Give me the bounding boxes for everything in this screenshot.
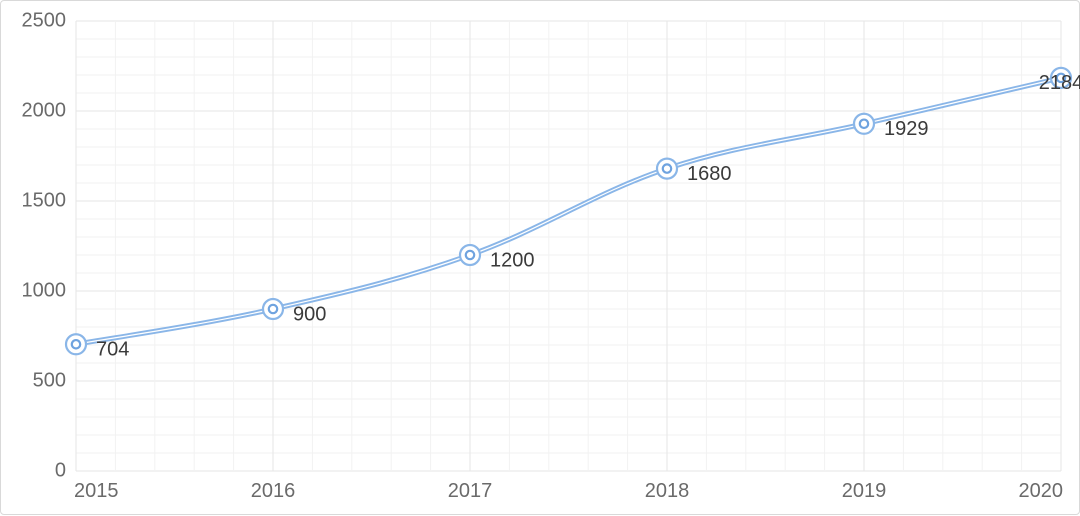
data-label: 1200 bbox=[490, 249, 535, 271]
y-tick-label: 0 bbox=[55, 459, 66, 481]
data-label: 1680 bbox=[687, 163, 732, 185]
data-label: 2184 bbox=[1039, 72, 1080, 94]
marker-inner bbox=[663, 164, 671, 172]
data-label: 900 bbox=[293, 303, 326, 325]
x-tick-label: 2018 bbox=[645, 480, 690, 502]
y-tick-label: 1000 bbox=[22, 279, 67, 301]
markers: 704 900 1200 1680 1929 2184 bbox=[66, 68, 1080, 361]
marker-inner bbox=[72, 340, 80, 348]
axes: 0 500 1000 1500 2000 2500 2015 2016 2017 2018 2019… bbox=[22, 9, 1064, 502]
data-label: 1929 bbox=[884, 118, 929, 140]
marker-inner bbox=[466, 251, 474, 259]
marker-inner bbox=[269, 305, 277, 313]
y-tick-label: 2000 bbox=[22, 99, 67, 121]
x-tick-label: 2019 bbox=[842, 480, 887, 502]
data-label: 704 bbox=[96, 339, 129, 361]
line-chart: 0 500 1000 1500 2000 2500 2015 2016 2017 2018 2019… bbox=[1, 1, 1080, 516]
data-point: 1929 bbox=[854, 114, 929, 140]
x-tick-label: 2015 bbox=[74, 480, 119, 502]
chart-container: 0 500 1000 1500 2000 2500 2015 2016 2017 2018 2019… bbox=[0, 0, 1080, 515]
y-tick-label: 2500 bbox=[22, 9, 67, 31]
data-point: 1200 bbox=[460, 245, 535, 271]
x-tick-label: 2016 bbox=[251, 480, 296, 502]
grid bbox=[76, 21, 1061, 471]
data-point: 1680 bbox=[657, 159, 732, 185]
data-point: 2184 bbox=[1039, 68, 1080, 94]
marker-inner bbox=[860, 120, 868, 128]
x-tick-label: 2017 bbox=[448, 480, 493, 502]
x-tick-label: 2020 bbox=[1019, 480, 1064, 502]
y-tick-label: 500 bbox=[33, 369, 66, 391]
y-tick-label: 1500 bbox=[22, 189, 67, 211]
